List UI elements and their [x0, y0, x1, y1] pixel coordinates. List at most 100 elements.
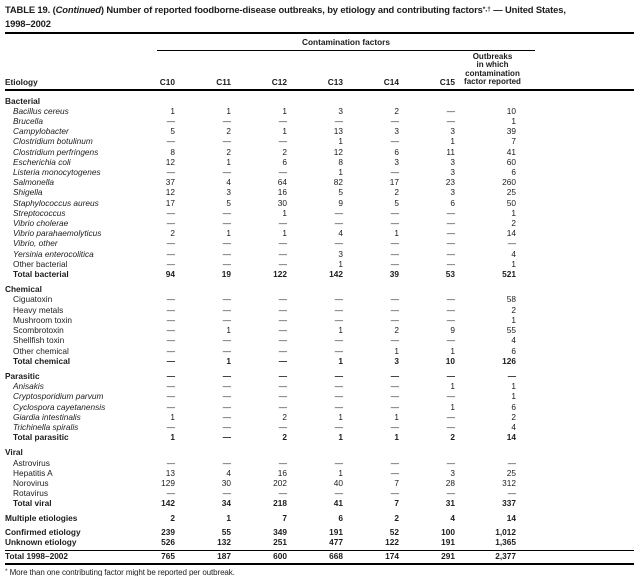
row-label: Unknown etiology [5, 536, 77, 547]
cell-c15: 9 [450, 325, 455, 336]
cell-c13: — [334, 401, 343, 412]
row-label: Astrovirus [13, 457, 50, 468]
row-label: Total viral [13, 498, 52, 509]
cell-c10: 765 [161, 551, 175, 562]
cell-c11: — [222, 457, 231, 468]
cell-c15 [399, 96, 455, 106]
cell-c11: 1 [226, 228, 231, 239]
cell-c11: — [222, 381, 231, 392]
cell-outbreaks: 10 [506, 105, 516, 116]
cell-c15: — [446, 421, 455, 432]
cell-c14: 2 [394, 105, 399, 116]
row-label: Confirmed etiology [5, 526, 81, 537]
table-row: Scombrotoxin — 1 — 1 2 9 55 [5, 325, 634, 335]
row-label: Staphylococcus aureus [13, 197, 99, 208]
cell-c10 [120, 447, 175, 457]
cell-outbreaks: 1,012 [495, 526, 516, 537]
cell-c12: — [278, 248, 287, 259]
cell-outbreaks: 50 [506, 197, 516, 208]
cell-c10: — [166, 355, 175, 366]
cell-outbreaks: 126 [502, 355, 516, 366]
cell-outbreaks: 58 [506, 294, 516, 305]
table-row: Listeria monocytogenes — — — 1 — 3 6 [5, 167, 634, 177]
cell-c15 [399, 284, 455, 294]
cell-c11: 34 [221, 498, 231, 509]
cell-c12: 1 [282, 207, 287, 218]
cell-c10: 1 [170, 105, 175, 116]
cell-c14: 1 [394, 432, 399, 443]
summary-row: Unknown etiology 526 132 251 477 122 191 1,365 [5, 537, 634, 547]
title-part3: — United States, [490, 4, 566, 15]
cell-c10: 526 [161, 536, 175, 547]
cell-c15: 53 [445, 269, 455, 280]
cell-c10: 142 [161, 498, 175, 509]
cell-outbreaks: 2 [511, 218, 516, 229]
cell-c10: — [166, 488, 175, 499]
cell-c11: 1 [226, 105, 231, 116]
cell-c12: — [278, 218, 287, 229]
cell-outbreaks: 14 [506, 512, 516, 523]
cell-c12: — [278, 335, 287, 346]
section-header-bacterial: Bacterial [5, 96, 634, 106]
cell-c13: — [334, 304, 343, 315]
cell-c14: — [390, 421, 399, 432]
row-label: Anisakis [13, 381, 44, 392]
table-row: Shigella 12 3 16 5 2 3 25 [5, 187, 634, 197]
row-label: Vibrio, other [13, 238, 58, 249]
title-part2: ) Number of reported foodborne-disease o… [100, 4, 483, 15]
cell-c15: 191 [441, 536, 455, 547]
cell-c11: 55 [221, 526, 231, 537]
cell-c15: — [446, 314, 455, 325]
footnote-marker: * [5, 568, 8, 576]
cell-c12: — [278, 345, 287, 356]
cell-c12: — [278, 325, 287, 336]
cell-c11: 4 [226, 177, 231, 188]
cell-c13: — [334, 238, 343, 249]
section-header-chemical: Chemical [5, 284, 634, 294]
cell-c13: 82 [333, 177, 343, 188]
cell-outbreaks: 2,377 [495, 551, 516, 562]
cell-c10: — [166, 325, 175, 336]
cell-c15: 3 [450, 126, 455, 137]
cell-c12: — [278, 116, 287, 127]
cell-outbreaks: 7 [511, 136, 516, 147]
cell-outbreaks: 25 [506, 467, 516, 478]
table-row: Vibrio, other — — — — — — — [5, 238, 634, 248]
cell-c14 [343, 96, 399, 106]
cell-c12: 600 [273, 551, 287, 562]
cell-c11: — [222, 391, 231, 402]
cell-c13: 1 [338, 136, 343, 147]
cell-c15: 3 [450, 156, 455, 167]
cell-c14: 5 [394, 197, 399, 208]
column-header-row: Etiology C10 C11 C12 C13 C14 C15 Outbrea… [5, 51, 634, 87]
column-header-c14: C14 [383, 76, 399, 87]
row-label: Other bacterial [13, 258, 68, 269]
cell-outbreaks: 6 [511, 167, 516, 178]
cell-c14: 174 [385, 551, 399, 562]
row-label: Giardia intestinalis [13, 411, 81, 422]
row-label: Ciguatoxin [13, 294, 53, 305]
cell-c15: 1 [450, 401, 455, 412]
cell-c12: 6 [282, 156, 287, 167]
row-label: Bacterial [5, 95, 41, 106]
cell-c12: — [278, 381, 287, 392]
cell-c15: — [446, 248, 455, 259]
cell-outbreaks: 2 [511, 304, 516, 315]
cell-c11: 1 [226, 156, 231, 167]
cell-c10: — [166, 238, 175, 249]
cell-c15: — [446, 488, 455, 499]
row-label: Chemical [5, 284, 42, 295]
table-row: Brucella — — — — — — 1 [5, 116, 634, 126]
row-label: Shellfish toxin [13, 335, 65, 346]
cell-c11: — [222, 207, 231, 218]
column-header-c15: C15 [439, 76, 455, 87]
cell-c14: 2 [394, 325, 399, 336]
table-row: Mushroom toxin — — — — — — 1 [5, 315, 634, 325]
cell-c14: — [390, 248, 399, 259]
title-continued: Continued [55, 4, 101, 15]
row-label: Total 1998–2002 [5, 551, 69, 562]
cell-c10: 12 [165, 187, 175, 198]
cell-c13: 1 [338, 432, 343, 443]
cell-c10: 37 [165, 177, 175, 188]
cell-c14 [343, 447, 399, 457]
